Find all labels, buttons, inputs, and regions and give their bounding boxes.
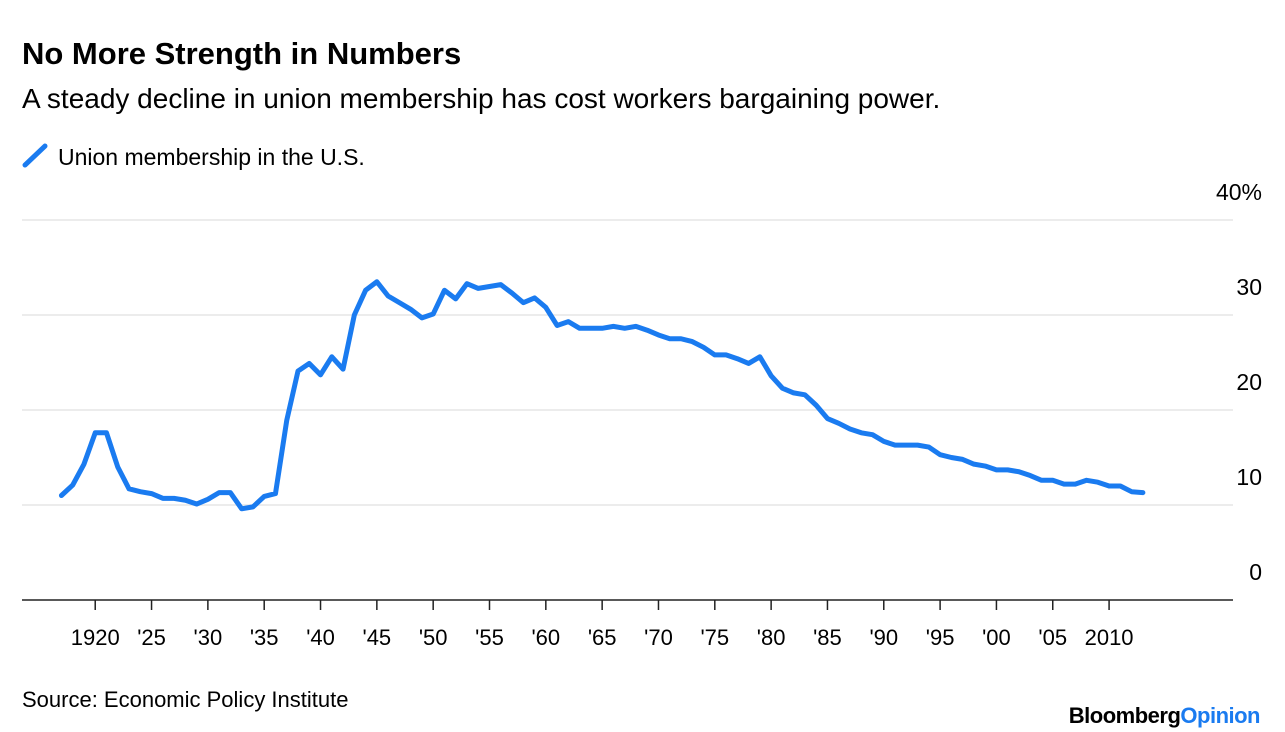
- x-tick-label: '80: [757, 625, 786, 650]
- chart-title: No More Strength in Numbers: [22, 36, 461, 71]
- y-tick-label: 40%: [1216, 179, 1262, 205]
- legend-label: Union membership in the U.S.: [58, 144, 365, 170]
- x-tick-label: '55: [475, 625, 504, 650]
- x-tick-label: '95: [926, 625, 955, 650]
- y-tick-label: 10: [1236, 464, 1262, 490]
- x-tick-label: '05: [1038, 625, 1067, 650]
- x-tick-label: '50: [419, 625, 448, 650]
- x-tick-label: '90: [869, 625, 898, 650]
- x-tick-label: 2010: [1085, 625, 1134, 650]
- x-tick-label: '70: [644, 625, 673, 650]
- x-tick-label: '30: [194, 625, 223, 650]
- y-tick-label: 0: [1249, 559, 1262, 585]
- x-tick-label: '40: [306, 625, 335, 650]
- x-tick-label: '35: [250, 625, 279, 650]
- brand: BloombergOpinion: [1069, 703, 1260, 728]
- x-tick-label: '00: [982, 625, 1011, 650]
- y-tick-label: 20: [1236, 369, 1262, 395]
- line: [58, 279, 1146, 512]
- x-tick-label: 1920: [71, 625, 120, 650]
- x-tick-label: '60: [531, 625, 560, 650]
- brand-section: Opinion: [1180, 703, 1260, 728]
- source: Source: Economic Policy Institute: [22, 687, 348, 712]
- chart-subtitle: A steady decline in union membership has…: [22, 83, 940, 114]
- brand-name: Bloomberg: [1069, 703, 1181, 728]
- x-tick-label: '75: [700, 625, 729, 650]
- x-tick-label: '45: [363, 625, 392, 650]
- y-tick-label: 30: [1236, 274, 1262, 300]
- x-tick-label: '85: [813, 625, 842, 650]
- x-tick-label: '65: [588, 625, 617, 650]
- legend-swatch: [22, 143, 48, 168]
- x-tick-label: '25: [137, 625, 166, 650]
